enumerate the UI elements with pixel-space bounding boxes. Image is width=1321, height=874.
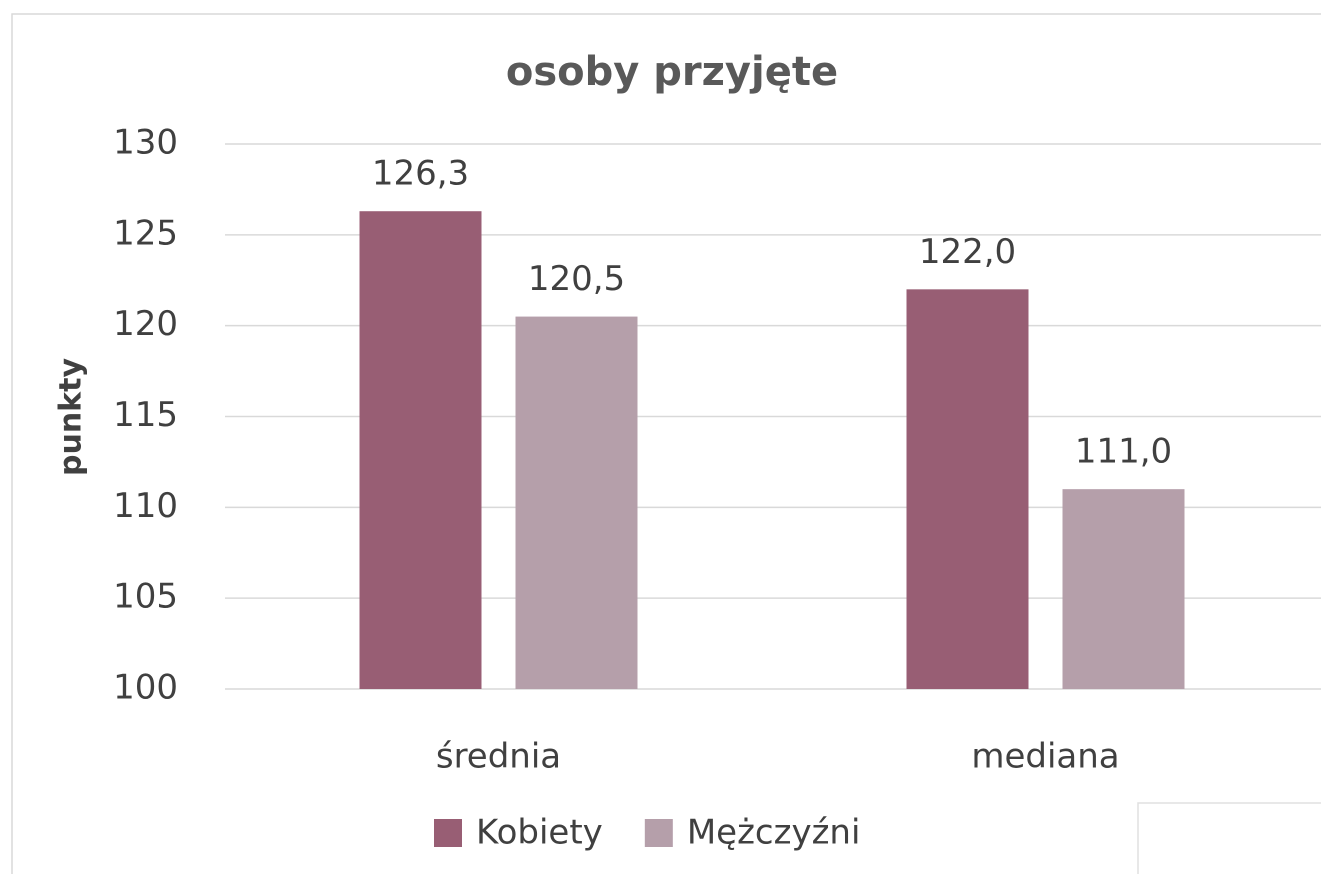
overlay-box [1137,802,1321,874]
x-tick-label: mediana [971,737,1119,777]
data-label: 122,0 [919,232,1016,272]
data-label: 120,5 [528,259,625,299]
chart-border [11,13,1321,874]
y-tick-label: 125 [113,213,178,253]
y-tick-label: 115 [113,395,178,435]
bar [359,211,482,689]
chart-title: osoby przyjęte [506,49,838,95]
y-tick-label: 110 [113,486,178,526]
data-label: 111,0 [1075,432,1172,472]
y-axis-label: punkty [54,358,89,476]
bar [1062,489,1185,689]
legend-label: Mężczyźni [687,813,861,853]
x-tick-label: średnia [436,737,561,777]
legend-swatch [644,819,673,847]
y-tick-label: 105 [113,577,178,617]
data-label: 126,3 [372,154,469,194]
legend-swatch [434,819,462,847]
legend-label: Kobiety [476,813,603,853]
y-tick-label: 120 [113,304,178,344]
y-tick-label: 130 [113,123,178,163]
bar [906,289,1029,689]
bar [515,316,638,689]
y-tick-label: 100 [113,668,178,708]
